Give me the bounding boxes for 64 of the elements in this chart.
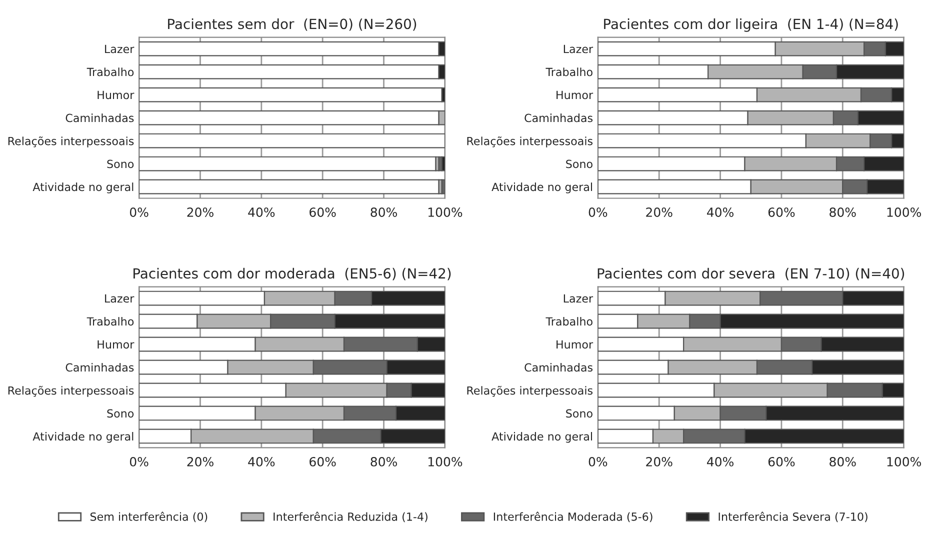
bar [139,156,436,172]
y-tick-label: Lazer [105,44,134,54]
y-tick-label: Trabalho [86,68,134,76]
y-tick-label: Atividade no geral [32,432,134,443]
x-tick-label: 60% [310,456,336,466]
x-tick-label: 80% [370,208,397,217]
y-tick-label: Humor [98,90,134,100]
x-tick-label: 100% [428,208,462,217]
x-tick-label: 0% [588,208,608,217]
x-tick-label: 40% [248,208,275,217]
x-tick-label: 80% [370,456,397,466]
x-tick-label: 40% [707,208,734,217]
x-tick-label: 100% [428,456,462,466]
x-tick-label: 0% [588,456,608,466]
x-tick-label: 0% [130,456,148,466]
y-tick-label: Caminhadas [66,114,134,122]
y-tick-label: Atividade no geral [492,182,592,194]
y-tick-label: Lazer [564,294,594,303]
y-tick-label: Relações interpessoais [467,386,593,397]
y-tick-label: Caminhadas [66,363,134,372]
y-tick-label: Lazer [564,44,594,54]
y-tick-label: Relações interpessoais [8,136,134,148]
bar [139,133,445,148]
y-tick-label: Sono [566,160,592,168]
x-tick-label: 60% [768,456,795,466]
x-tick-label: 60% [310,208,336,217]
x-tick-label: 20% [187,456,214,466]
y-tick-label: Humor [556,90,594,100]
y-tick-label: Lazer [105,294,134,303]
y-tick-label: Caminhadas [524,114,593,122]
x-tick-label: 40% [707,456,734,466]
legend-label: Interferência Reduzida (1-4) [274,512,428,522]
bar [139,87,442,102]
y-tick-label: Sono [566,409,592,418]
y-tick-label: Relações interpessoais [8,386,134,397]
y-tick-label: Atividade no geral [32,182,134,194]
legend-label: Sem interferência (0) [90,512,208,522]
x-tick-label: 20% [646,208,672,217]
x-tick-label: 0% [130,208,148,217]
chart-title: Pacientes com dor ligeira (EN 1-4) (N=84) [604,18,898,32]
legend-label: Interferência Severa (7-10) [718,512,868,522]
x-tick-label: 100% [887,456,922,466]
y-tick-label: Caminhadas [524,363,593,372]
x-tick-label: 60% [768,208,795,217]
chart-title: Pacientes sem dor (EN=0) (N=260) [168,18,416,31]
y-tick-label: Relações interpessoais [467,136,593,148]
chart-title: Pacientes com dor moderada (EN5-6) (N=42) [134,268,451,280]
y-tick-label: Trabalho [86,317,134,326]
x-tick-label: 40% [248,456,275,466]
legend-label: Interferência Moderada (5-6) [494,512,652,522]
y-tick-label: Humor [556,340,594,349]
y-tick-label: Sono [107,409,134,418]
y-tick-label: Atividade no geral [492,432,592,443]
y-tick-label: Sono [107,160,134,168]
x-tick-label: 20% [187,208,214,217]
bar [139,179,440,194]
y-tick-label: Humor [98,340,134,349]
x-tick-label: 80% [830,456,856,466]
x-tick-label: 100% [887,208,922,217]
chart-title: Pacientes com dor severa (EN 7-10) (N=40) [598,268,904,280]
x-tick-label: 80% [830,208,856,217]
x-tick-label: 20% [646,456,672,466]
y-tick-label: Trabalho [546,317,592,326]
y-tick-label: Trabalho [546,68,592,76]
